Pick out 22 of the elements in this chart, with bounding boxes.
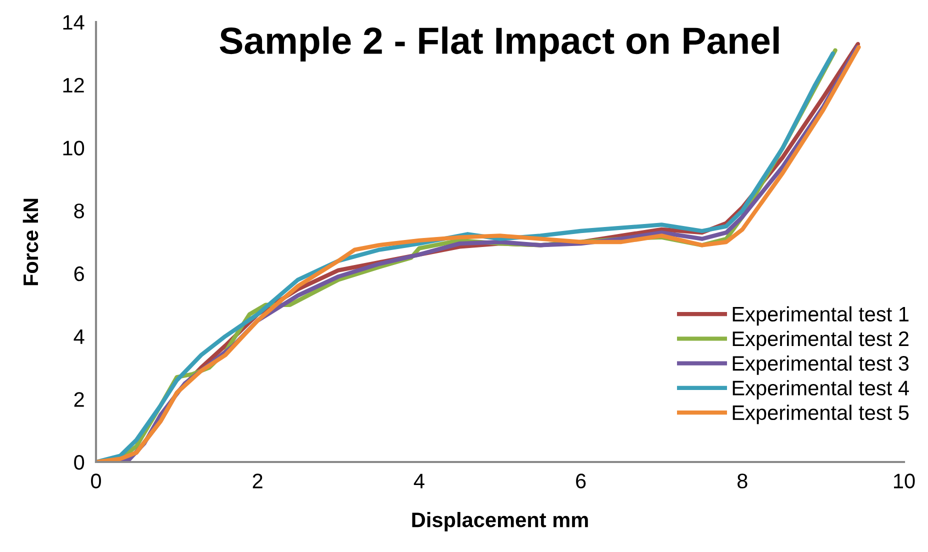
legend-label: Experimental test 1: [732, 306, 908, 326]
y-tick-label: 10: [63, 140, 84, 156]
x-tick-label: 4: [414, 474, 424, 488]
legend-label: Experimental test 2: [732, 330, 908, 350]
legend-label: Experimental test 5: [732, 404, 909, 424]
x-tick-label: 6: [576, 474, 586, 488]
legend-label: Experimental test 3: [732, 355, 909, 375]
y-tick-label: 12: [63, 78, 84, 92]
x-axis-title: Displacement mm: [412, 512, 588, 532]
x-tick-label: 10: [894, 474, 915, 488]
chart-title: Sample 2 - Flat Impact on Panel: [220, 26, 779, 62]
y-tick-label: 14: [63, 15, 84, 30]
y-tick-label: 2: [74, 392, 84, 407]
legend-label: Experimental test 4: [732, 380, 909, 400]
x-tick-label: 0: [91, 474, 101, 488]
x-tick-label: 2: [252, 474, 262, 488]
y-tick-label: 4: [74, 330, 84, 344]
y-tick-label: 0: [74, 455, 84, 470]
y-tick-label: 8: [74, 204, 84, 218]
x-tick-label: 8: [738, 474, 748, 488]
y-axis-title: Force kN: [22, 198, 38, 286]
y-tick-label: 6: [74, 266, 84, 282]
